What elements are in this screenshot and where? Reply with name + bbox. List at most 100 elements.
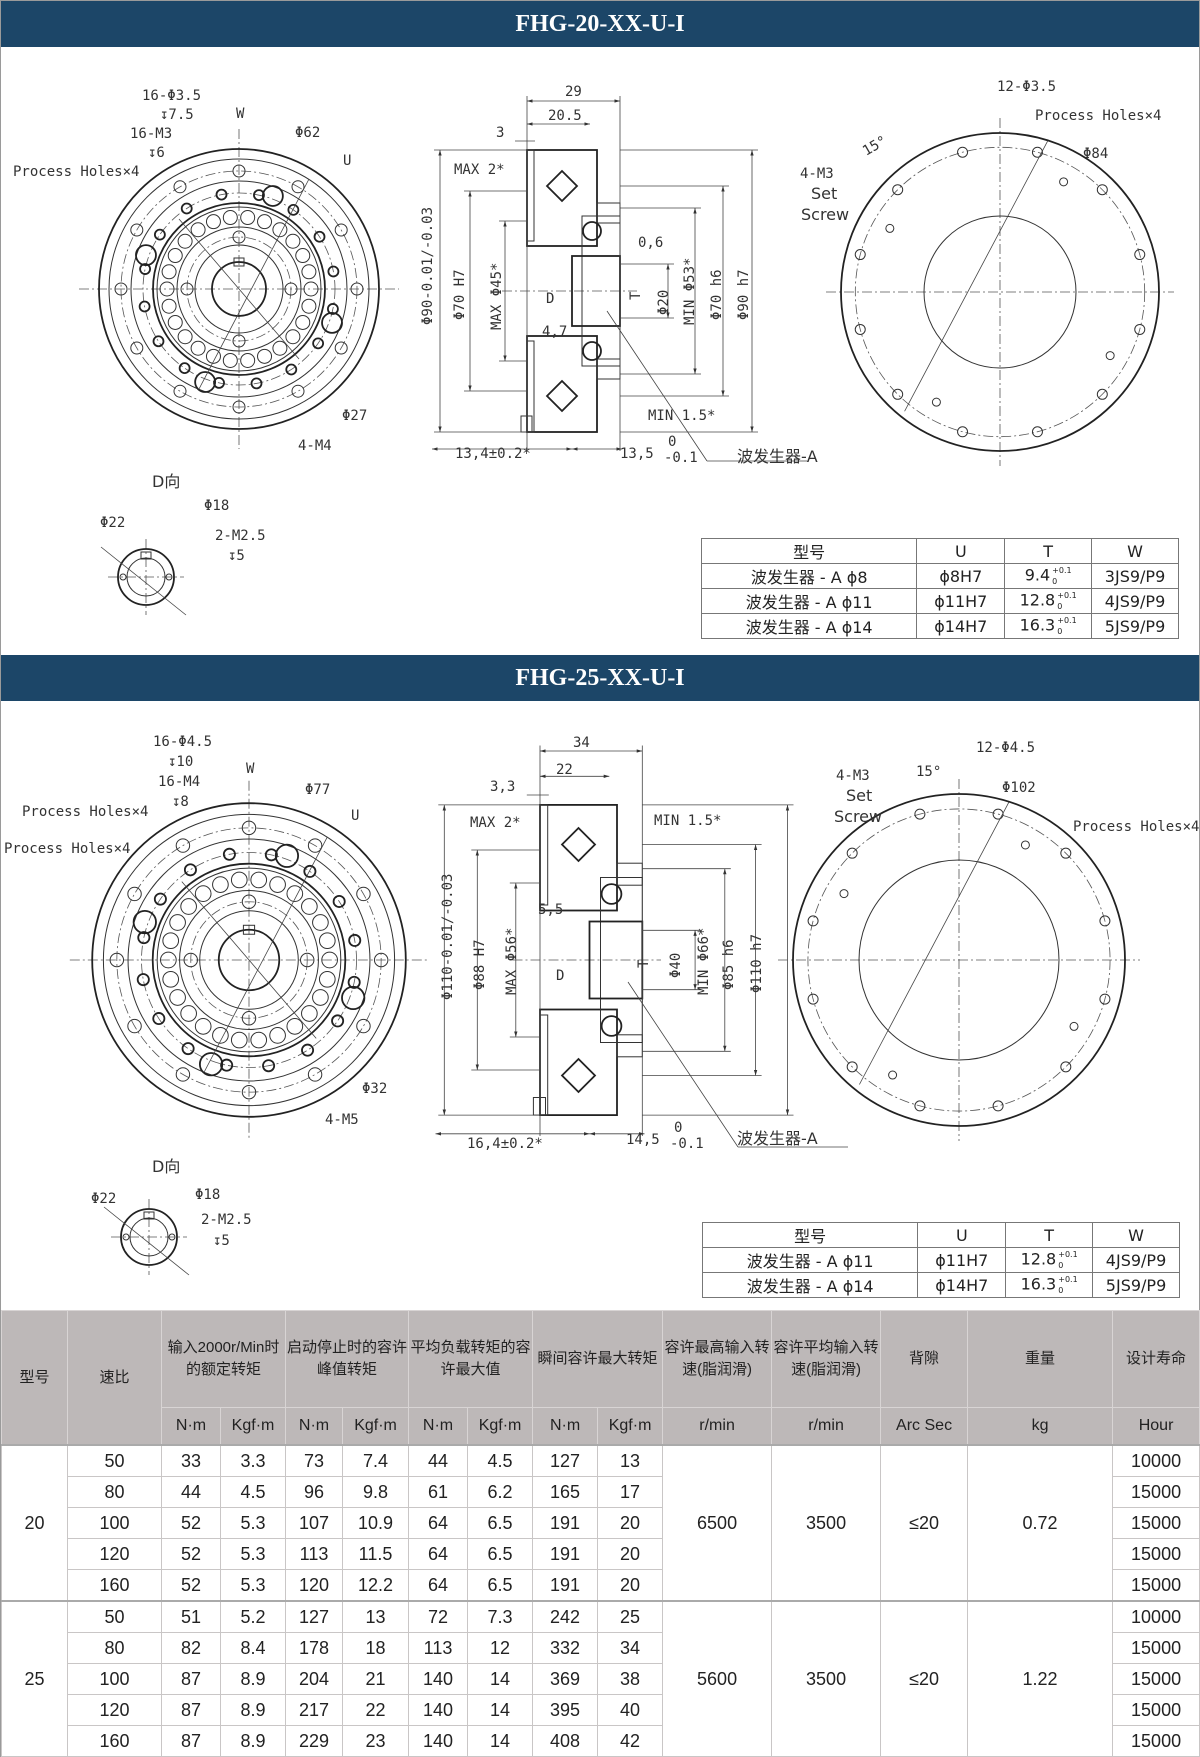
tapped-hole bbox=[285, 363, 298, 376]
outer-circle bbox=[840, 132, 1160, 452]
dim-label: Screw bbox=[834, 807, 882, 826]
process-hole-large bbox=[132, 909, 157, 935]
tapped-hole bbox=[180, 202, 193, 215]
process-hole bbox=[300, 952, 315, 968]
tapped-hole bbox=[313, 230, 326, 243]
crossed-roller bbox=[312, 989, 329, 1006]
ratio-cell: 100 bbox=[67, 1663, 162, 1695]
rear-view bbox=[826, 118, 1174, 466]
wave-generator-spec-table-fhg-20: 型号 U T W 波发生器 - A ϕ8 ϕ8H7 9.4 +0.1 0 3JS9/… bbox=[700, 538, 1179, 639]
value-cell: 3.3 bbox=[219, 1444, 287, 1477]
process-hole bbox=[241, 894, 257, 909]
value-cell: 332 bbox=[532, 1632, 599, 1664]
value-cell: 8.9 bbox=[219, 1725, 287, 1757]
dim-label: 5,5 bbox=[538, 902, 563, 918]
bolt-pitch-circle bbox=[116, 827, 382, 1093]
w-cell: 3JS9/P9 bbox=[1091, 563, 1179, 589]
header-cell: U bbox=[917, 1222, 1007, 1248]
header-backlash: 背隙 bbox=[880, 1310, 969, 1408]
value-cell: 4.5 bbox=[467, 1444, 534, 1477]
inner-circle bbox=[858, 859, 1060, 1061]
dim-label: 12-Φ4.5 bbox=[976, 740, 1035, 756]
bolt-hole bbox=[109, 952, 125, 968]
dim-label: ↧6 bbox=[148, 145, 165, 161]
bearing-circle bbox=[156, 867, 342, 1053]
value-cell: 64 bbox=[408, 1569, 469, 1602]
t-cell: 16.3 +0.1 0 bbox=[1005, 1272, 1094, 1298]
bolt-pitch-circle bbox=[854, 146, 1146, 438]
crossed-roller bbox=[194, 1018, 212, 1035]
value-cell: 191 bbox=[532, 1538, 599, 1570]
dim-label: MIN Φ66* bbox=[696, 928, 712, 995]
value-cell: 229 bbox=[285, 1725, 344, 1757]
bore-circle bbox=[217, 928, 281, 992]
value-cell: 20 bbox=[597, 1538, 664, 1570]
bolt-hole bbox=[1060, 847, 1072, 859]
crossed-roller bbox=[180, 1005, 197, 1022]
ratio-cell: 80 bbox=[67, 1632, 162, 1664]
design-life-cell: 15000 bbox=[1112, 1476, 1200, 1508]
value-cell: 4.5 bbox=[219, 1476, 287, 1508]
crossed-roller bbox=[318, 932, 336, 950]
tapped-hole bbox=[153, 228, 166, 241]
d-direction-view bbox=[103, 1199, 190, 1276]
tapped-hole bbox=[152, 1012, 166, 1026]
crossed-roller bbox=[159, 281, 175, 297]
model-cell: 波发生器 - A ϕ11 bbox=[701, 1247, 919, 1273]
set-screw-hole bbox=[931, 397, 941, 407]
value-cell: 5.3 bbox=[219, 1538, 287, 1570]
crossed-roller bbox=[269, 1027, 286, 1044]
d-view-labels: D向 Φ22 Φ18 2-M2.5 ↧5 bbox=[91, 1157, 252, 1249]
header-ratio: 速比 bbox=[67, 1310, 162, 1446]
dim-label: Φ110 h7 bbox=[749, 934, 765, 993]
header-cell: W bbox=[1092, 1222, 1180, 1248]
tapped-hole bbox=[138, 300, 151, 313]
value-cell: 8.9 bbox=[219, 1663, 287, 1695]
value-cell: 33 bbox=[161, 1444, 221, 1477]
dim-label: 29 bbox=[565, 84, 582, 100]
value-cell: 127 bbox=[532, 1444, 599, 1477]
crossed-roller bbox=[169, 989, 186, 1006]
tapped-hole bbox=[253, 189, 265, 201]
bolt-hole bbox=[232, 400, 246, 414]
w-cell: 4JS9/P9 bbox=[1091, 588, 1179, 614]
unit-cell: r/min bbox=[662, 1407, 773, 1446]
table-header-row: 型号 U T W bbox=[700, 538, 1179, 564]
cross-section-view bbox=[435, 745, 848, 1148]
dim-label: 3,3 bbox=[490, 779, 515, 795]
avg-input-speed-cell: 3500 bbox=[771, 1444, 882, 1602]
u-cell: ϕ11H7 bbox=[916, 588, 1006, 614]
model-cell: 波发生器 - A ϕ14 bbox=[700, 613, 918, 639]
tapped-hole bbox=[178, 362, 191, 375]
design-life-cell: 10000 bbox=[1112, 1444, 1200, 1477]
dim-label: 0,6 bbox=[638, 235, 663, 251]
dim-label: Process Holes×4 bbox=[22, 804, 148, 820]
dim-label: Φ18 bbox=[204, 498, 229, 514]
leader-line bbox=[100, 546, 187, 616]
tapped-hole bbox=[139, 263, 151, 275]
crossed-roller bbox=[295, 248, 311, 264]
bore-circle bbox=[126, 557, 166, 597]
ball-bearing bbox=[600, 1015, 623, 1037]
header-peak-torque: 启动停止时的容许峰值转矩 bbox=[285, 1310, 410, 1408]
table-row: 20 50 33 3.3 73 7.4 44 4.5 127 13 6500 3500 ≤20 0.72 1… bbox=[1, 1444, 1200, 1602]
keyway bbox=[242, 924, 256, 935]
ratio-cell: 80 bbox=[67, 1476, 162, 1508]
crossed-roller bbox=[285, 329, 301, 345]
value-cell: 8.9 bbox=[219, 1694, 287, 1726]
dim-label: MIN 1.5* bbox=[648, 408, 715, 424]
drawing-fhg-25: 16-Φ4.5 ↧10 W 16-M4 ↧8 Process Holes×4 P… bbox=[4, 734, 1199, 1276]
value-cell: 22 bbox=[342, 1694, 410, 1726]
value-cell: 140 bbox=[408, 1694, 469, 1726]
value-cell: 18 bbox=[342, 1632, 410, 1664]
unit-cell: kg bbox=[967, 1407, 1114, 1446]
tapped-hole bbox=[152, 335, 165, 348]
dim-label: Φ40 bbox=[668, 953, 684, 978]
value-cell: 9.8 bbox=[342, 1476, 410, 1508]
table-row: 波发生器 - A ϕ14 ϕ14H7 16.3 +0.1 0 5JS9/P9 bbox=[700, 613, 1179, 639]
value-cell: 10.9 bbox=[342, 1507, 410, 1539]
value-cell: 120 bbox=[285, 1569, 344, 1602]
process-hole bbox=[232, 334, 246, 348]
header-avg-input-speed: 容许平均输入转速(脂润滑) bbox=[771, 1310, 882, 1408]
section-title-fhg-20: FHG-20-XX-U-I bbox=[1, 1, 1199, 47]
